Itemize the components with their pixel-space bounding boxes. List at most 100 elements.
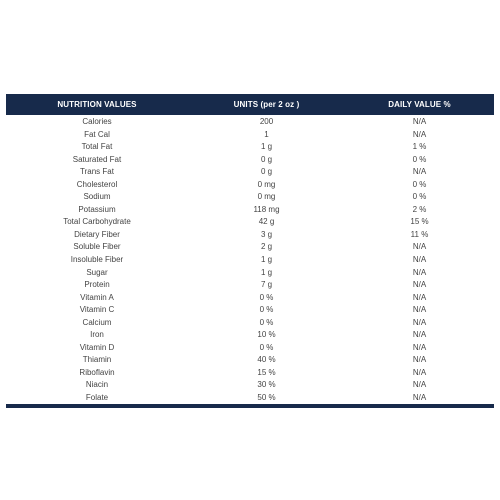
nutrient-units: 118 mg — [253, 204, 280, 214]
nutrient-units: 1 — [264, 129, 269, 139]
nutrient-daily-value: N/A — [412, 317, 427, 327]
nutrient-units: 200 — [259, 117, 274, 126]
table-header: NUTRITION VALUES UNITS (per 2 oz ) DAILY… — [6, 94, 494, 115]
nutrient-name: Sugar — [86, 267, 108, 277]
table-row: Vitamin D 0 % N/A — [6, 342, 494, 355]
nutrient-name: Folate — [85, 393, 109, 403]
table-row: Calories 200 N/A — [6, 115, 494, 129]
nutrient-name: Niacin — [85, 380, 109, 390]
nutrient-daily-value: 2 % — [412, 204, 427, 214]
table-row: Calcium 0 % N/A — [6, 317, 494, 330]
nutrient-units: 2 g — [260, 242, 273, 252]
nutrient-units: 1 g — [260, 267, 273, 277]
nutrient-units: 0 % — [259, 292, 274, 302]
nutrient-units: 0 mg — [257, 179, 276, 189]
nutrient-units: 0 g — [260, 167, 273, 177]
nutrient-daily-value: N/A — [412, 292, 427, 302]
table-row: Sodium 0 mg 0 % — [6, 191, 494, 204]
table-row: Protein 7 g N/A — [6, 279, 494, 292]
nutrient-units: 1 g — [260, 142, 273, 152]
nutrient-name: Thiamin — [82, 355, 112, 365]
nutrient-daily-value: N/A — [412, 167, 427, 177]
nutrient-daily-value: N/A — [412, 342, 427, 352]
nutrient-units: 0 mg — [257, 192, 276, 202]
header-units: UNITS (per 2 oz ) — [233, 100, 300, 109]
nutrient-daily-value: N/A — [412, 255, 427, 265]
table-row: Potassium 118 mg 2 % — [6, 204, 494, 217]
nutrient-units: 0 % — [259, 342, 274, 352]
table-row: Iron 10 % N/A — [6, 329, 494, 342]
nutrient-name: Vitamin D — [79, 342, 115, 352]
nutrient-units: 40 % — [257, 355, 276, 365]
nutrient-units: 0 % — [259, 317, 274, 327]
nutrient-name: Saturated Fat — [72, 154, 122, 164]
nutrient-name: Calcium — [82, 317, 112, 327]
table-row: Riboflavin 15 % N/A — [6, 367, 494, 380]
nutrient-name: Insoluble Fiber — [70, 255, 124, 265]
nutrition-table: NUTRITION VALUES UNITS (per 2 oz ) DAILY… — [6, 94, 494, 405]
nutrient-units: 30 % — [257, 380, 276, 390]
nutrient-name: Fat Cal — [84, 129, 110, 139]
nutrient-name: Total Fat — [81, 142, 113, 152]
nutrient-daily-value: N/A — [412, 355, 427, 365]
nutrient-name: Vitamin C — [79, 305, 115, 315]
nutrient-daily-value: N/A — [412, 305, 427, 315]
nutrient-daily-value: N/A — [412, 117, 427, 126]
nutrient-units: 3 g — [260, 229, 273, 239]
table-body: Calories 200 N/A Fat Cal 1 N/A Total Fat 1 g 1… — [6, 115, 494, 405]
table-row: Fat Cal 1 N/A — [6, 129, 494, 142]
nutrient-daily-value: N/A — [412, 330, 427, 340]
nutrient-units: 50 % — [257, 393, 276, 403]
nutrient-daily-value: 11 % — [410, 229, 429, 239]
nutrient-units: 0 g — [260, 154, 273, 164]
nutrient-daily-value: N/A — [412, 267, 427, 277]
table-bottom-bar — [6, 404, 494, 408]
nutrient-name: Dietary Fiber — [74, 229, 120, 239]
table-row: Folate 50 % N/A — [6, 392, 494, 405]
header-nutrition-values: NUTRITION VALUES — [57, 100, 137, 109]
nutrient-name: Calories — [82, 117, 112, 126]
table-row: Saturated Fat 0 g 0 % — [6, 154, 494, 167]
nutrient-name: Trans Fat — [80, 167, 114, 177]
nutrient-daily-value: N/A — [412, 280, 427, 290]
nutrient-units: 1 g — [260, 255, 273, 265]
table-row: Cholesterol 0 mg 0 % — [6, 179, 494, 192]
nutrient-name: Iron — [90, 330, 104, 340]
table-row: Total Fat 1 g 1 % — [6, 141, 494, 154]
header-daily-value: DAILY VALUE % — [388, 100, 451, 109]
nutrient-name: Potassium — [78, 204, 116, 214]
nutrient-units: 7 g — [260, 280, 273, 290]
nutrient-units: 15 % — [257, 367, 276, 377]
nutrient-name: Vitamin A — [80, 292, 114, 302]
nutrient-daily-value: N/A — [412, 367, 427, 377]
nutrient-name: Cholesterol — [76, 179, 118, 189]
nutrient-name: Soluble Fiber — [73, 242, 121, 252]
nutrient-name: Sodium — [83, 192, 111, 202]
table-row: Niacin 30 % N/A — [6, 379, 494, 392]
table-row: Total Carbohydrate 42 g 15 % — [6, 216, 494, 229]
nutrient-name: Riboflavin — [79, 367, 115, 377]
nutrient-daily-value: 0 % — [412, 179, 427, 189]
table-row: Trans Fat 0 g N/A — [6, 166, 494, 179]
nutrient-daily-value: N/A — [412, 393, 427, 403]
table-row: Vitamin A 0 % N/A — [6, 292, 494, 305]
nutrient-units: 10 % — [257, 330, 276, 340]
nutrient-name: Total Carbohydrate — [63, 217, 131, 227]
header-row: NUTRITION VALUES UNITS (per 2 oz ) DAILY… — [6, 94, 494, 115]
nutrient-daily-value: 1 % — [412, 142, 427, 152]
nutrient-daily-value: N/A — [412, 242, 427, 252]
table-row: Soluble Fiber 2 g N/A — [6, 241, 494, 254]
table-row: Thiamin 40 % N/A — [6, 354, 494, 367]
nutrient-daily-value: 0 % — [412, 192, 427, 202]
nutrient-daily-value: N/A — [412, 129, 427, 139]
table-row: Dietary Fiber 3 g 11 % — [6, 229, 494, 242]
nutrient-name: Protein — [84, 280, 110, 290]
nutrient-daily-value: 0 % — [412, 154, 427, 164]
nutrient-daily-value: 15 % — [410, 217, 429, 227]
table-row: Vitamin C 0 % N/A — [6, 304, 494, 317]
nutrient-daily-value: N/A — [412, 380, 427, 390]
table-row: Sugar 1 g N/A — [6, 267, 494, 280]
nutrient-units: 42 g — [258, 217, 275, 227]
nutrient-units: 0 % — [259, 305, 274, 315]
table-row: Insoluble Fiber 1 g N/A — [6, 254, 494, 267]
